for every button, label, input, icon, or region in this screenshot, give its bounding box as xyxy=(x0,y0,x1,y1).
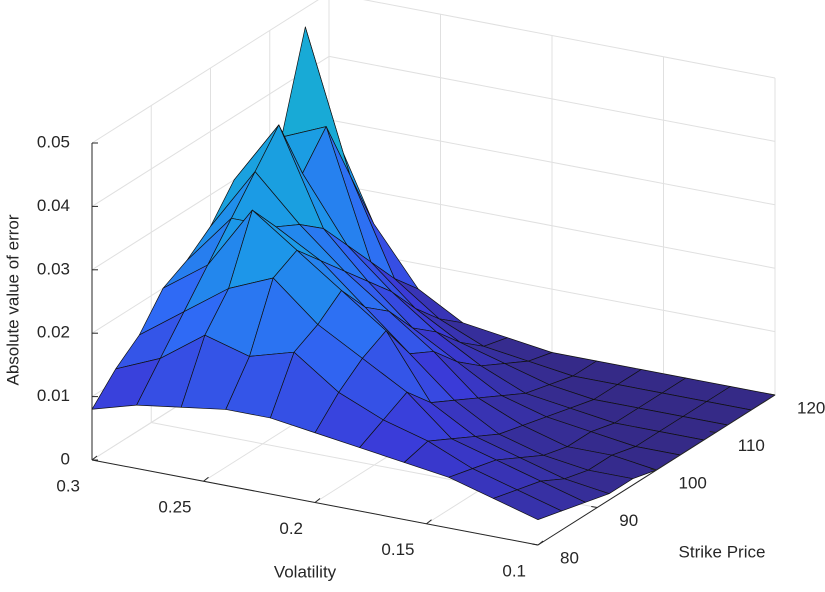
y-tick xyxy=(426,519,432,525)
x-tick xyxy=(650,468,657,471)
z-axis-title: Absolute value of error xyxy=(3,214,22,385)
x-tick xyxy=(531,543,539,546)
x-tick xyxy=(768,393,776,396)
x-tick-label: 90 xyxy=(619,511,638,530)
z-tick-label: 0.01 xyxy=(37,386,70,405)
y-tick-label: 0.1 xyxy=(502,561,526,580)
y-tick-label: 0.15 xyxy=(381,540,414,559)
z-tick-label: 0.02 xyxy=(37,323,70,342)
surface-patch xyxy=(493,489,563,520)
x-tick-label: 80 xyxy=(560,548,579,567)
x-axis-title: Strike Price xyxy=(679,542,766,561)
y-tick xyxy=(203,476,209,482)
y-tick xyxy=(314,498,321,503)
x-tick xyxy=(709,431,716,433)
z-tick-label: 0.04 xyxy=(37,196,70,215)
y-tick-label: 0.25 xyxy=(158,498,191,517)
y-tick xyxy=(91,455,98,461)
x-tick xyxy=(591,506,598,508)
y-tick-label: 0.2 xyxy=(279,519,303,538)
y-axis-title: Volatility xyxy=(274,562,337,581)
x-tick-label: 100 xyxy=(679,473,707,492)
y-tick xyxy=(537,540,544,546)
z-tick-label: 0.05 xyxy=(37,132,70,151)
y-tick-label: 0.3 xyxy=(56,476,80,495)
x-tick-label: 110 xyxy=(738,436,765,455)
z-tick-label: 0.03 xyxy=(37,259,70,278)
z-tick-label: 0 xyxy=(61,449,70,468)
x-tick-label: 120 xyxy=(797,398,825,417)
